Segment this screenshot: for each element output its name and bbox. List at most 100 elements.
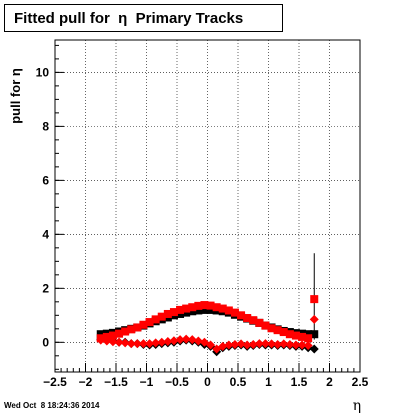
series-2-point bbox=[157, 312, 166, 321]
series-1-point bbox=[309, 344, 319, 354]
series-3-point bbox=[157, 337, 167, 347]
series-2-point bbox=[261, 321, 270, 330]
series-3-point bbox=[297, 340, 307, 350]
series-3-point bbox=[102, 336, 112, 346]
series-2-point bbox=[200, 301, 209, 310]
series-3-point bbox=[242, 340, 252, 350]
series-3-point bbox=[151, 338, 161, 348]
x-axis-label: η bbox=[353, 398, 361, 414]
series-3-point bbox=[175, 335, 185, 345]
series-2-point bbox=[230, 308, 239, 317]
x-tick-label: −1.5 bbox=[104, 375, 128, 389]
series-2-point bbox=[298, 332, 307, 341]
series-0-point bbox=[200, 305, 209, 314]
series-3-point bbox=[254, 339, 264, 349]
series-3-point bbox=[218, 341, 228, 351]
series-2-point bbox=[273, 326, 282, 335]
series-3-point bbox=[169, 336, 179, 346]
series-2-point bbox=[237, 311, 246, 320]
series-0-point bbox=[182, 308, 191, 317]
series-3-point bbox=[206, 340, 216, 350]
series-0-point bbox=[310, 330, 319, 339]
x-tick-label: 2 bbox=[326, 375, 333, 389]
y-axis-label: pull for η bbox=[8, 68, 23, 124]
series-3-point bbox=[181, 334, 191, 344]
series-3-point bbox=[163, 336, 173, 346]
x-tick-label: 0.5 bbox=[230, 375, 247, 389]
x-tick-label: −0.5 bbox=[165, 375, 189, 389]
series-2-point bbox=[115, 329, 124, 338]
chart-title: Fitted pull for η Primary Tracks bbox=[14, 10, 244, 27]
series-3-point bbox=[132, 339, 142, 349]
series-3-point bbox=[273, 339, 283, 349]
series-0-point bbox=[304, 330, 313, 339]
series-0-point bbox=[176, 309, 185, 318]
x-tick-label: −1 bbox=[140, 375, 154, 389]
series-2-point bbox=[169, 308, 178, 317]
series-2-point bbox=[127, 325, 136, 334]
x-tick-label: −2.5 bbox=[43, 375, 67, 389]
series-2-point bbox=[194, 301, 203, 310]
series-2-point bbox=[279, 328, 288, 337]
series-2-point bbox=[255, 318, 264, 327]
x-tick-label: −2 bbox=[79, 375, 93, 389]
chart-title-box: Fitted pull for η Primary Tracks bbox=[4, 4, 283, 32]
series-3-point bbox=[285, 339, 295, 349]
series-2-point bbox=[121, 327, 130, 336]
x-tick-label: 1 bbox=[265, 375, 272, 389]
series-2-point bbox=[249, 316, 258, 325]
x-tick-label: 0 bbox=[204, 375, 211, 389]
data-marks bbox=[96, 253, 319, 357]
series-2-point bbox=[243, 314, 252, 323]
series-3-point bbox=[120, 338, 130, 348]
series-3-point bbox=[224, 340, 234, 350]
series-3-point bbox=[138, 339, 148, 349]
series-2-point bbox=[304, 334, 313, 343]
series-2-point bbox=[182, 304, 191, 313]
y-tick-label: 2 bbox=[42, 281, 49, 295]
series-2-point bbox=[218, 304, 227, 313]
series-2-point bbox=[267, 324, 276, 333]
x-tick-label: 1.5 bbox=[291, 375, 308, 389]
series-2-point bbox=[139, 320, 148, 329]
y-tick-label: 6 bbox=[42, 173, 49, 187]
series-0-point bbox=[206, 305, 215, 314]
series-3-point bbox=[267, 339, 277, 349]
series-3-point bbox=[248, 339, 258, 349]
series-2-point bbox=[206, 301, 215, 310]
series-3-point bbox=[96, 335, 106, 345]
series-3-point bbox=[236, 339, 246, 349]
series-3-point bbox=[230, 339, 240, 349]
series-0-point bbox=[96, 330, 105, 339]
series-0-point bbox=[188, 307, 197, 316]
series-3-point bbox=[193, 336, 203, 346]
series-2-point bbox=[291, 331, 300, 340]
series-0-point bbox=[194, 306, 203, 315]
series-2-point bbox=[163, 309, 172, 318]
y-tick-label: 10 bbox=[36, 65, 50, 79]
series-3-point bbox=[145, 339, 155, 349]
axis-ticks: −2.5 −2 −1.5 −1 −0.5 0 0.5 1 1.5 2 2.5 0 2 4 6 8 10 bbox=[36, 44, 369, 389]
series-3-point bbox=[291, 340, 301, 350]
series-2-point bbox=[145, 318, 154, 327]
series-2-point bbox=[133, 323, 142, 332]
series-3-point bbox=[279, 339, 289, 349]
series-3-point bbox=[114, 337, 124, 347]
series-2-point bbox=[212, 303, 221, 312]
series-3-point bbox=[187, 335, 197, 345]
y-tick-label: 4 bbox=[42, 227, 49, 241]
timestamp: Wed Oct 8 18:24:36 2014 bbox=[4, 401, 100, 410]
y-tick-label: 8 bbox=[42, 119, 49, 133]
series-2-point bbox=[151, 315, 160, 324]
y-tick-label: 0 bbox=[42, 335, 49, 349]
series-2-point bbox=[108, 331, 117, 340]
series-3-point bbox=[303, 341, 313, 351]
series-3-point bbox=[126, 339, 136, 349]
series-2-point bbox=[188, 303, 197, 312]
series-2-point bbox=[285, 330, 294, 339]
series-2-point bbox=[176, 305, 185, 314]
series-3-point bbox=[108, 337, 118, 347]
series-2-point bbox=[224, 306, 233, 315]
series-3-point bbox=[260, 339, 270, 349]
